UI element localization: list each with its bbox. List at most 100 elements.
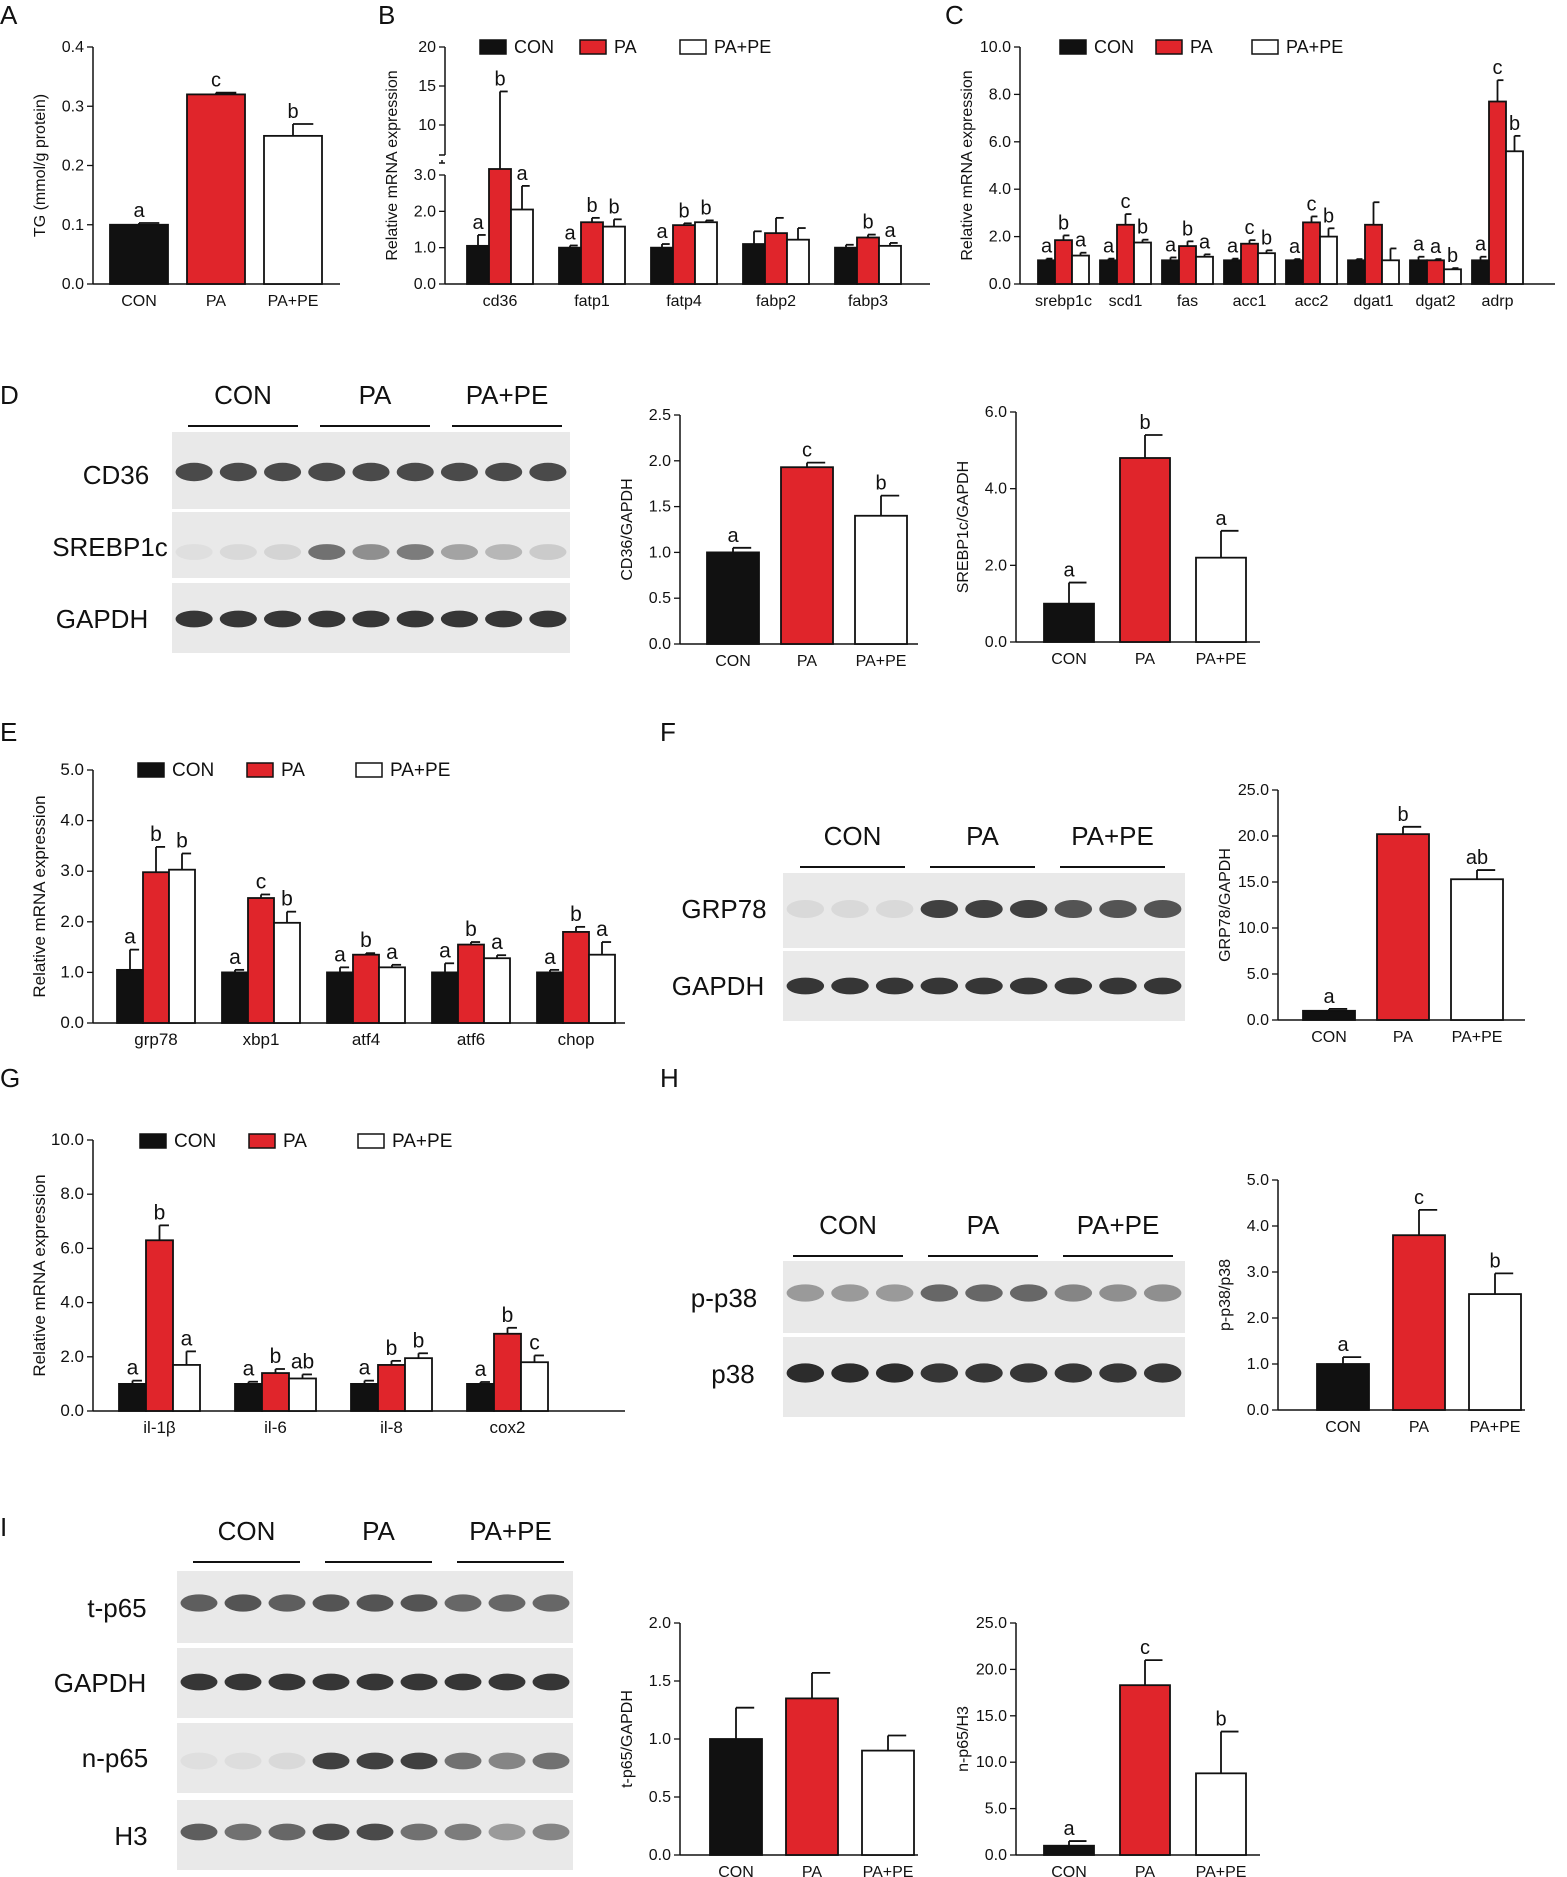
significance-letter: b [1182,218,1193,240]
blot-row-label: H3 [114,1821,147,1851]
significance-letter: b [862,212,873,234]
x-tick-label: xbp1 [243,1030,280,1049]
blot-t-p65-band [180,1594,218,1612]
significance-letter: b [586,195,597,217]
blot-row-label: GAPDH [54,1668,146,1698]
y-tick-label: 0.0 [60,1013,84,1032]
significance-letter: b [176,829,188,852]
blot-t-p65-band [356,1594,394,1612]
blot-group-label: PA+PE [1071,821,1154,851]
significance-letter: a [1227,236,1239,258]
significance-letter: b [1447,245,1458,267]
x-tick-label: PA+PE [1196,1864,1247,1877]
x-tick-label: acc2 [1295,293,1329,310]
x-tick-label: fabp3 [848,293,888,310]
blot-p-p38-band [875,1284,914,1302]
significance-letter: b [608,196,619,218]
bar [709,1738,763,1856]
blot-group-label: CON [218,1516,276,1546]
blot-gapdh-i-band [400,1673,438,1691]
chart-D1: 0.0 0.5 1.0 1.5 2.0 2.5 CD36/GAPDH a CON c PA b PA+P… [619,407,918,670]
y-tick-label: 0.0 [414,276,436,293]
blot-group-label: CON [824,821,882,851]
y-tick-label: 2.0 [649,1615,671,1632]
significance-letter: ab [291,1350,314,1373]
significance-letter: b [1215,1709,1226,1731]
blot-grp78-band [965,900,1003,918]
y-tick-label: 0.5 [649,590,671,607]
y-tick-label: 4.0 [1247,1218,1269,1235]
chart-H1: 0.0 1.0 2.0 3.0 4.0 5.0 p-p38/p38 a CON c PA b PA+PE [1217,1172,1525,1436]
y-tick-label: 6.0 [985,404,1007,421]
blot-cd36-band [308,462,346,482]
legend-label: PA [283,1131,307,1152]
x-tick-label: fas [1177,293,1198,310]
y-tick-label: 4.0 [985,481,1007,498]
blot-gapdh-d-band [175,610,213,628]
x-tick-label: chop [558,1030,595,1049]
blot-p38-band [920,1363,959,1383]
x-tick-label: PA+PE [856,653,907,670]
significance-letter: b [1509,113,1520,135]
chart-G: 0.0 2.0 4.0 6.0 8.0 10.0 Relative mRNA express… [30,1130,625,1437]
blot-p-p38-band [920,1284,959,1302]
bar [1043,602,1095,643]
y-tick-label: 0.0 [989,276,1011,293]
chart-B: 0.0 1.0 2.0 3.0 10 15 20 Relative mRNA expressi… [384,37,930,310]
blot-h3-band [444,1823,482,1841]
blot-group-label: PA+PE [469,1516,552,1546]
bar [1119,1684,1171,1856]
blot-n-p65-band [312,1752,350,1770]
blot-gapdh-i-band [180,1673,218,1691]
blot-group-label: PA+PE [1077,1210,1160,1240]
significance-letter: b [502,1304,514,1327]
significance-letter: a [1475,234,1487,256]
blot-gapdh-f-band [831,977,869,995]
blot-h3-band [268,1823,306,1841]
y-tick-label: 25.0 [976,1615,1007,1632]
y-axis-label: t-p65/GAPDH [619,1690,636,1788]
y-tick-label: 1.5 [649,499,671,516]
blot-srebp1c-band [308,544,346,560]
blot-group-label: PA [966,821,999,851]
significance-letter: a [516,163,528,185]
significance-letter: a [243,1358,255,1381]
blot-srebp1c-band [529,544,567,560]
y-tick-label: 0.0 [985,1847,1007,1864]
blot-gapdh-d-band [396,610,434,628]
blot-grp78-band [831,900,869,918]
blot-row-label: CD36 [83,460,149,490]
significance-letter: b [386,1337,398,1360]
significance-letter: a [181,1327,193,1350]
significance-letter: a [127,1357,139,1380]
blot-gapdh-i-band [488,1673,526,1691]
x-tick-label: CON [1311,1029,1347,1046]
blot-gapdh-d-band [485,610,523,628]
panel-label-f: F [660,717,676,747]
blot-p38-band [1143,1363,1182,1383]
blot-p38-band [831,1363,869,1383]
blot-row-label: p-p38 [691,1283,758,1313]
legend-swatch [355,762,383,778]
panel-label-d: D [0,380,19,410]
blot-cd36-band [440,462,479,482]
blot-gapdh-f-band [920,977,959,995]
blot-row-label: t-p65 [87,1593,146,1623]
bar [172,1364,201,1412]
significance-letter: b [700,197,711,219]
y-tick-label: 2.0 [989,229,1011,246]
blot-gapdh-f-band [1099,977,1137,995]
blot-group-label: PA [967,1210,1000,1240]
y-tick-label: 0.0 [985,634,1007,651]
legend-swatch [248,1133,276,1149]
y-axis-label: Relative mRNA expression [959,70,976,260]
x-tick-label: PA [797,653,817,670]
blot-row-label: p38 [711,1359,754,1389]
y-tick-label: 8.0 [989,86,1011,103]
bar [168,868,196,1024]
chart-F1: 0.0 5.0 10.0 15.0 20.0 25.0 GRP78/GAPDH a CON b PA… [1217,782,1525,1046]
bar [326,971,354,1024]
significance-letter: b [154,1201,166,1224]
panel-label-i: I [0,1512,8,1542]
